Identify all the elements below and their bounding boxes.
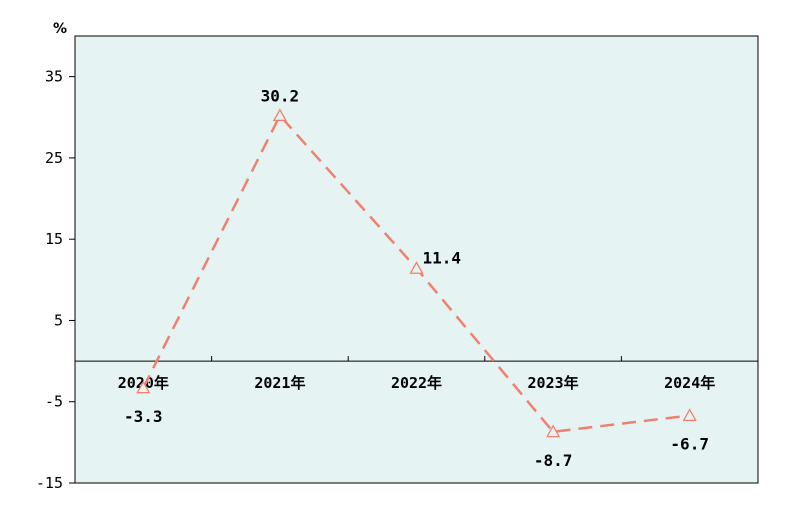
y-axis-unit: % (53, 21, 67, 37)
y-tick-label: 25 (45, 149, 63, 167)
x-category-label: 2022年 (391, 374, 442, 392)
y-tick-label: 5 (54, 311, 63, 329)
data-point-marker (409, 261, 424, 274)
data-value-label: 11.4 (423, 248, 462, 267)
y-tick-label: 15 (45, 230, 63, 248)
data-value-label: -6.7 (670, 435, 709, 454)
data-point-marker (682, 408, 697, 421)
y-tick-label: -15 (36, 474, 63, 492)
data-labels-group: -3.3 30.2 11.4 -8.7 -6.7 (124, 87, 709, 470)
data-point-marker (272, 108, 288, 122)
data-value-label: -8.7 (534, 451, 573, 470)
x-category-label: 2021年 (254, 374, 305, 392)
y-tick-label: -5 (45, 393, 63, 411)
data-point-marker (545, 424, 561, 438)
x-category-label: 2024年 (664, 374, 715, 392)
x-category-label: 2023年 (528, 374, 579, 392)
y-tick-label: 35 (45, 68, 63, 86)
series-line-group (136, 108, 697, 438)
data-value-label: 30.2 (261, 87, 300, 106)
y-axis: -15 -5 5 15 25 35 (36, 68, 75, 492)
plot-area (74, 35, 759, 484)
data-value-label: -3.3 (124, 407, 163, 426)
data-point-marker (136, 380, 151, 394)
